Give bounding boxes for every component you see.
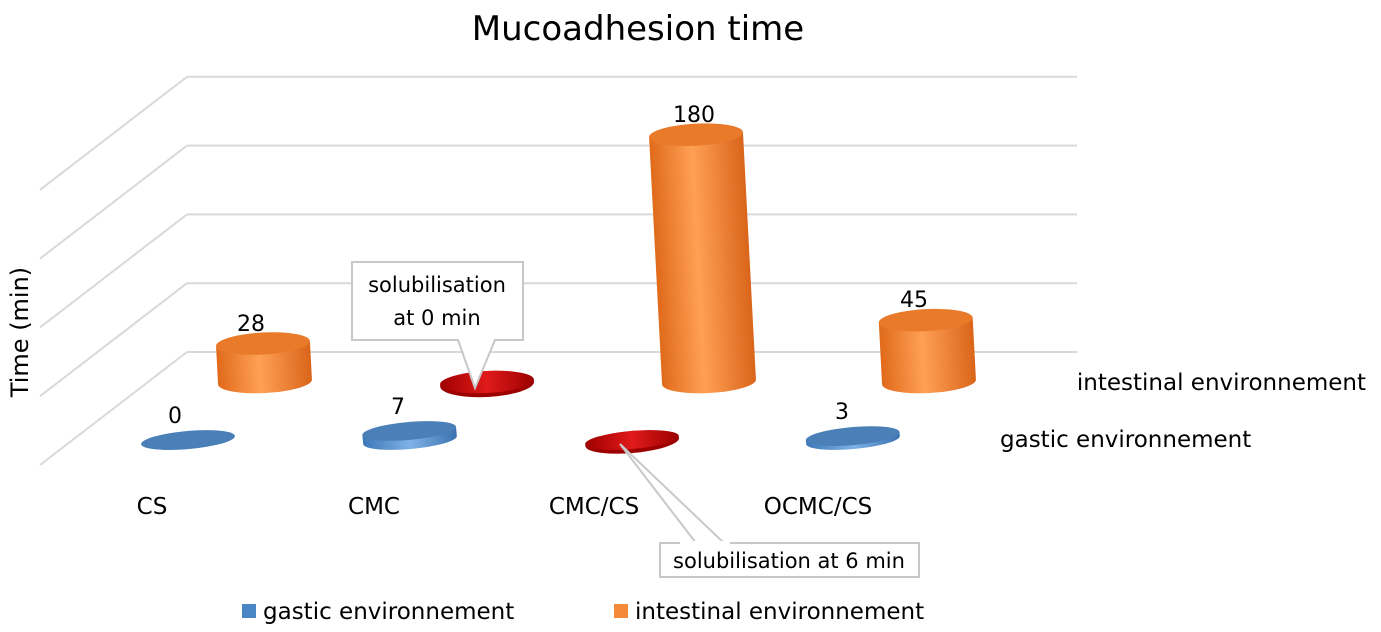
- y-axis-label: Time (min): [6, 267, 34, 398]
- gridline-depth: [39, 213, 188, 329]
- data-label: 0: [168, 404, 182, 429]
- category-label-cmc-cs: CMC/CS: [549, 494, 639, 520]
- category-label-cmc: CMC: [348, 494, 400, 520]
- annotation-line-2: at 0 min: [393, 306, 480, 330]
- annotation-callout-box: [351, 261, 524, 391]
- legend-label-intestinal: intestinal environnement: [635, 599, 924, 625]
- category-label-cs: CS: [137, 494, 168, 520]
- annotation-line-1: solubilisation at 6 min: [673, 549, 905, 573]
- data-label: 3: [835, 400, 849, 425]
- legend: gastic environnement intestinal environn…: [242, 599, 924, 625]
- bar-gastic-ocmc-cs: [805, 426, 900, 450]
- bar-top: [141, 430, 235, 450]
- annotation-solubilisation-6: solubilisation at 6 min: [619, 443, 920, 578]
- depth-label-gastric: gastic environnement: [1000, 427, 1251, 453]
- bar-gastic-cmc: [362, 421, 457, 450]
- gridline-depth: [39, 144, 188, 260]
- bar-solubilised-top: [440, 370, 534, 394]
- annotation-callout-box: [659, 542, 920, 578]
- bar-body: [649, 132, 756, 394]
- bar-intestinal-ocmc-cs: [878, 308, 976, 394]
- bar-top: [216, 332, 310, 355]
- category-labels: CS CMC CMC/CS OCMC/CS: [137, 494, 873, 520]
- gridline-depth: [39, 76, 188, 191]
- bar-top: [805, 426, 900, 446]
- bar-solubilised-top: [585, 430, 679, 450]
- bar-top: [878, 308, 973, 332]
- gridlines: [39, 75, 1077, 466]
- bar-intestinal-cs: [216, 332, 312, 394]
- annotation-solubilisation-0: solubilisation at 0 min: [351, 261, 524, 391]
- bar-top: [649, 123, 743, 146]
- bar-body: [878, 317, 976, 394]
- data-label: 7: [391, 395, 405, 420]
- legend-swatch-gastric: [242, 604, 256, 618]
- bar-intestinal-cmc-cs: [649, 123, 756, 394]
- category-label-ocmc-cs: OCMC/CS: [764, 494, 872, 520]
- depth-label-intestinal: intestinal environnement: [1077, 370, 1366, 396]
- chart-title: Mucoadhesion time: [472, 9, 804, 49]
- data-label: 180: [673, 103, 715, 128]
- data-label: 28: [237, 312, 265, 337]
- gridline-depth: [39, 282, 188, 397]
- annotation-leader-join: [680, 541, 730, 545]
- gridline-depth: [39, 351, 188, 466]
- bar-top: [362, 421, 457, 441]
- data-labels: 0 7 3 28 180 45: [168, 103, 928, 429]
- annotation-line-1: solubilisation: [368, 273, 506, 297]
- bar-gastic-cs: [141, 430, 235, 450]
- bar-gastic-cmc-cs: [585, 430, 680, 454]
- legend-label-gastric: gastic environnement: [263, 599, 514, 625]
- legend-swatch-intestinal: [614, 604, 628, 618]
- bars: [141, 123, 976, 454]
- bar-intestinal-cmc: [440, 370, 535, 398]
- data-label: 45: [900, 288, 928, 313]
